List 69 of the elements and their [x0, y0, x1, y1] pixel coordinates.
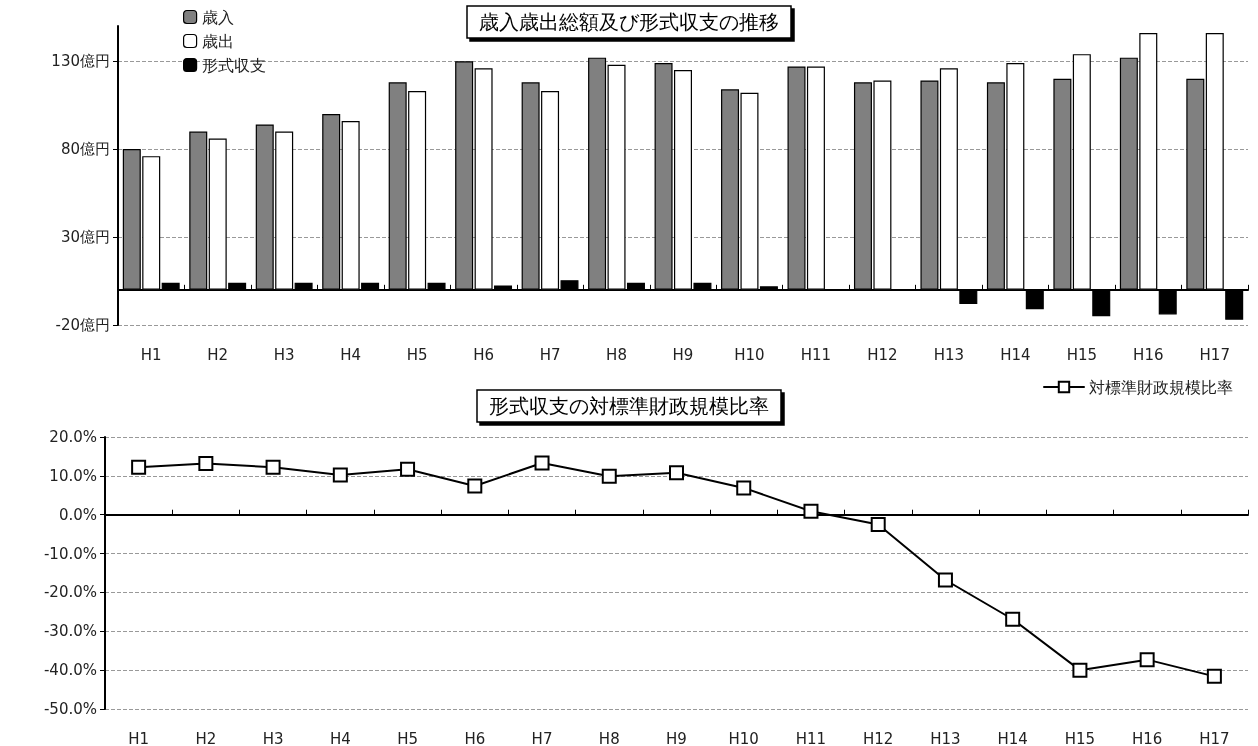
- y-tick-label: -20億円: [55, 316, 110, 334]
- y-tick-label: 10.0%: [49, 466, 97, 485]
- y-tick-label: 30億円: [60, 228, 110, 247]
- x-tick-label: H17: [1199, 345, 1230, 364]
- point: [198, 455, 214, 471]
- x-tick-label: H17: [1199, 729, 1230, 746]
- point: [870, 516, 886, 532]
- point: [467, 478, 483, 494]
- x-tick-label: H5: [406, 345, 428, 364]
- y-tick-label: 0.0%: [58, 505, 97, 524]
- y-tick-label: -30.0%: [43, 622, 97, 641]
- x-tick-label: H16: [1133, 345, 1164, 364]
- x-tick-label: H8: [606, 345, 627, 364]
- x-tick-label: H4: [340, 345, 362, 364]
- legend-label: 形式収支: [201, 55, 266, 75]
- y-tick-label: -50.0%: [43, 700, 97, 718]
- x-tick-label: H1: [140, 345, 162, 364]
- point: [937, 572, 953, 588]
- point: [1206, 668, 1222, 684]
- x-tick-label: H16: [1131, 729, 1163, 746]
- x-tick-label: H3: [273, 345, 295, 364]
- x-tick-label: H10: [734, 345, 765, 364]
- point: [1072, 662, 1088, 678]
- chart-title: 歳入歳出総額及び形式収支の推移: [479, 10, 779, 34]
- point: [669, 465, 684, 481]
- x-tick-label: H9: [666, 729, 687, 746]
- point: [332, 467, 348, 483]
- y-tick-label: -40.0%: [43, 661, 97, 680]
- y-tick-label: 80億円: [60, 140, 110, 159]
- point: [265, 459, 281, 475]
- x-tick-label: H7: [531, 729, 553, 746]
- y-tick-label: -20.0%: [43, 583, 97, 602]
- x-tick-label: H7: [539, 345, 561, 364]
- y-tick-label: -10.0%: [43, 544, 97, 563]
- legend-label: 歳入: [201, 7, 234, 27]
- x-tick-label: H11: [795, 729, 827, 746]
- point: [534, 455, 550, 471]
- x-tick-label: H5: [397, 729, 418, 746]
- x-tick-label: H11: [800, 345, 832, 364]
- x-tick-label: H10: [728, 729, 759, 746]
- x-tick-label: H9: [672, 345, 694, 364]
- x-tick-label: H14: [997, 729, 1028, 746]
- x-tick-label: H6: [464, 729, 486, 746]
- x-tick-label: H15: [1064, 729, 1096, 746]
- x-tick-label: H13: [933, 345, 965, 364]
- point: [736, 480, 752, 496]
- point: [131, 459, 147, 475]
- x-tick-label: H4: [329, 729, 351, 746]
- legend-label: 歳出: [201, 31, 234, 51]
- x-tick-label: H15: [1066, 345, 1098, 364]
- x-tick-label: H2: [195, 729, 217, 746]
- y-tick-label: 130億円: [51, 52, 110, 71]
- chart-title: 形式収支の対標準財政規模比率: [489, 394, 769, 418]
- x-tick-label: H14: [1000, 345, 1031, 364]
- point: [1005, 611, 1021, 627]
- x-tick-label: H8: [598, 729, 620, 746]
- x-tick-label: H2: [207, 345, 229, 364]
- x-tick-label: H6: [473, 345, 494, 364]
- legend-label: 対標準財政規模比率: [1089, 377, 1233, 397]
- x-tick-label: H13: [930, 729, 961, 746]
- point: [803, 503, 819, 519]
- x-tick-label: H12: [863, 729, 894, 746]
- point: [601, 468, 617, 484]
- point: [400, 461, 416, 477]
- point: [1139, 652, 1155, 668]
- y-tick-label: 20.0%: [49, 428, 97, 446]
- x-tick-label: H12: [867, 345, 898, 364]
- x-tick-label: H1: [128, 729, 150, 746]
- x-tick-label: H3: [262, 729, 284, 746]
